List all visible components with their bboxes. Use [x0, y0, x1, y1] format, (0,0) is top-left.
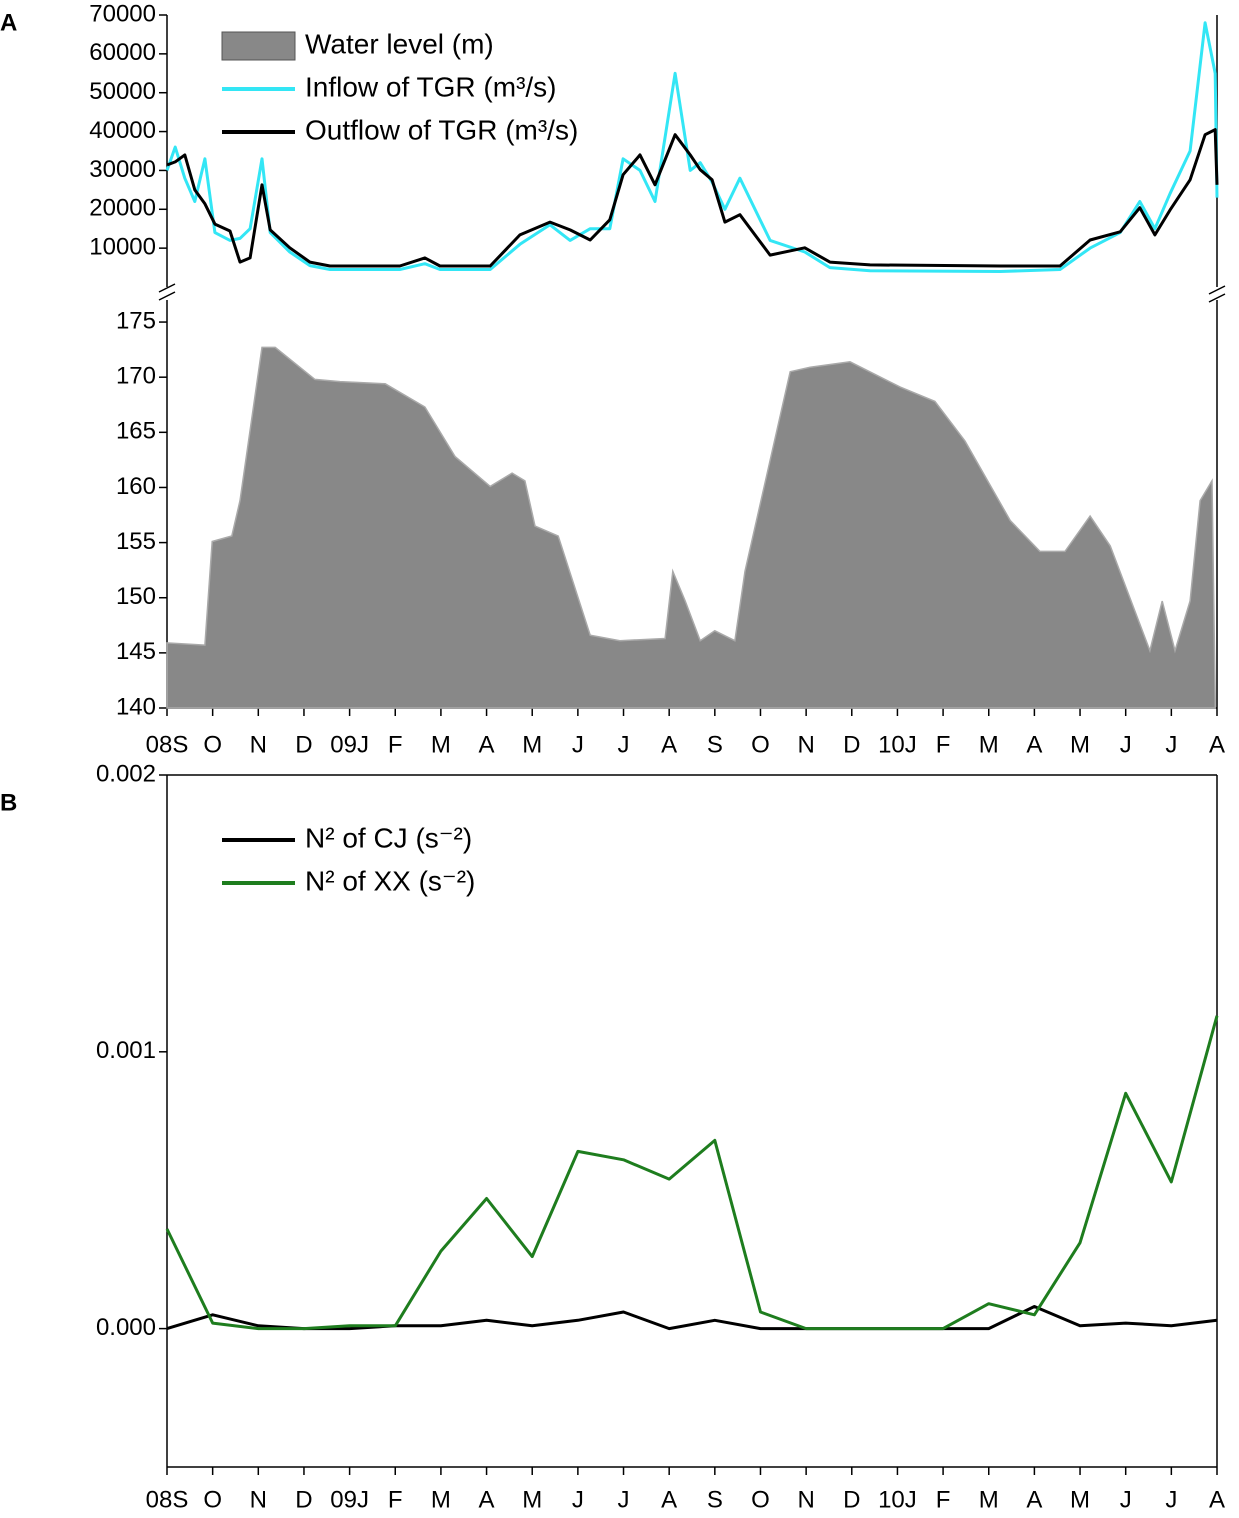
x-tick-label: S	[707, 1486, 723, 1513]
x-tick-label: F	[936, 1486, 951, 1513]
x-tick-label: D	[295, 1486, 312, 1513]
y-tick-label: 20000	[89, 195, 156, 222]
x-tick-label: D	[843, 1486, 860, 1513]
series-line	[166, 1305, 1218, 1331]
y-tick-label: 50000	[89, 78, 156, 105]
x-tick-label: 08S	[146, 1486, 189, 1513]
x-tick-label: A	[479, 731, 495, 758]
x-tick-label: N	[797, 731, 814, 758]
x-tick-label: J	[618, 1486, 630, 1513]
y-tick-label: 145	[116, 638, 156, 665]
x-tick-label: O	[203, 731, 222, 758]
x-tick-label: 09J	[330, 731, 369, 758]
x-tick-label: A	[1209, 731, 1225, 758]
x-tick-label: 10J	[878, 1486, 917, 1513]
panel-label: A	[0, 9, 17, 36]
y-tick-label: 0.000	[96, 1314, 156, 1341]
axis-break	[1208, 285, 1226, 295]
x-tick-label: F	[388, 1486, 403, 1513]
x-tick-label: M	[979, 1486, 999, 1513]
series-line	[166, 128, 1219, 268]
x-tick-label: M	[1070, 731, 1090, 758]
y-tick-label: 70000	[89, 0, 156, 27]
x-tick-label: A	[479, 1486, 495, 1513]
legend-label: Outflow of TGR (m³/s)	[305, 114, 578, 145]
y-tick-label: 160	[116, 473, 156, 500]
x-tick-label: N	[250, 731, 267, 758]
x-tick-label: M	[431, 731, 451, 758]
x-tick-label: M	[431, 1486, 451, 1513]
y-tick-label: 60000	[89, 39, 156, 66]
x-tick-label: 10J	[878, 731, 917, 758]
x-tick-label: O	[751, 731, 770, 758]
x-tick-label: F	[936, 731, 951, 758]
y-tick-label: 155	[116, 528, 156, 555]
y-tick-label: 140	[116, 693, 156, 720]
x-tick-label: D	[843, 731, 860, 758]
y-tick-label: 0.002	[96, 760, 156, 787]
x-tick-label: M	[1070, 1486, 1090, 1513]
y-tick-label: 40000	[89, 117, 156, 144]
x-tick-label: 08S	[146, 731, 189, 758]
x-tick-label: N	[797, 1486, 814, 1513]
x-tick-label: J	[572, 1486, 584, 1513]
x-tick-label: M	[979, 731, 999, 758]
x-tick-label: F	[388, 731, 403, 758]
x-tick-label: A	[661, 731, 677, 758]
x-tick-label: M	[522, 731, 542, 758]
legend-label: Water level (m)	[305, 28, 494, 59]
x-tick-label: A	[1209, 1486, 1225, 1513]
x-tick-label: O	[203, 1486, 222, 1513]
axis-break	[158, 291, 176, 301]
legend-label: Inflow of TGR (m³/s)	[305, 71, 557, 102]
x-tick-label: A	[661, 1486, 677, 1513]
x-tick-label: J	[618, 731, 630, 758]
legend-swatch	[221, 31, 296, 61]
y-tick-label: 170	[116, 363, 156, 390]
x-tick-label: J	[1165, 1486, 1177, 1513]
panel-label: B	[0, 789, 17, 816]
axis-break	[158, 283, 176, 293]
y-tick-label: 10000	[89, 233, 156, 260]
x-tick-label: 09J	[330, 1486, 369, 1513]
x-tick-label: N	[250, 1486, 267, 1513]
x-tick-label: D	[295, 731, 312, 758]
series-line	[165, 1015, 1219, 1331]
x-tick-label: J	[572, 731, 584, 758]
x-tick-label: J	[1120, 731, 1132, 758]
y-tick-label: 175	[116, 307, 156, 334]
x-tick-label: M	[522, 1486, 542, 1513]
x-tick-label: S	[707, 731, 723, 758]
x-tick-label: J	[1165, 731, 1177, 758]
x-tick-label: A	[1026, 731, 1042, 758]
axis-break	[1208, 293, 1226, 303]
y-tick-label: 0.001	[96, 1037, 156, 1064]
series-area	[166, 346, 1216, 709]
y-tick-label: 150	[116, 583, 156, 610]
x-tick-label: A	[1026, 1486, 1042, 1513]
y-tick-label: 165	[116, 418, 156, 445]
x-tick-label: J	[1120, 1486, 1132, 1513]
y-tick-label: 30000	[89, 156, 156, 183]
series-line	[165, 21, 1219, 273]
legend-label: N² of XX (s⁻²)	[305, 865, 475, 896]
x-tick-label: O	[751, 1486, 770, 1513]
legend-label: N² of CJ (s⁻²)	[305, 822, 472, 853]
